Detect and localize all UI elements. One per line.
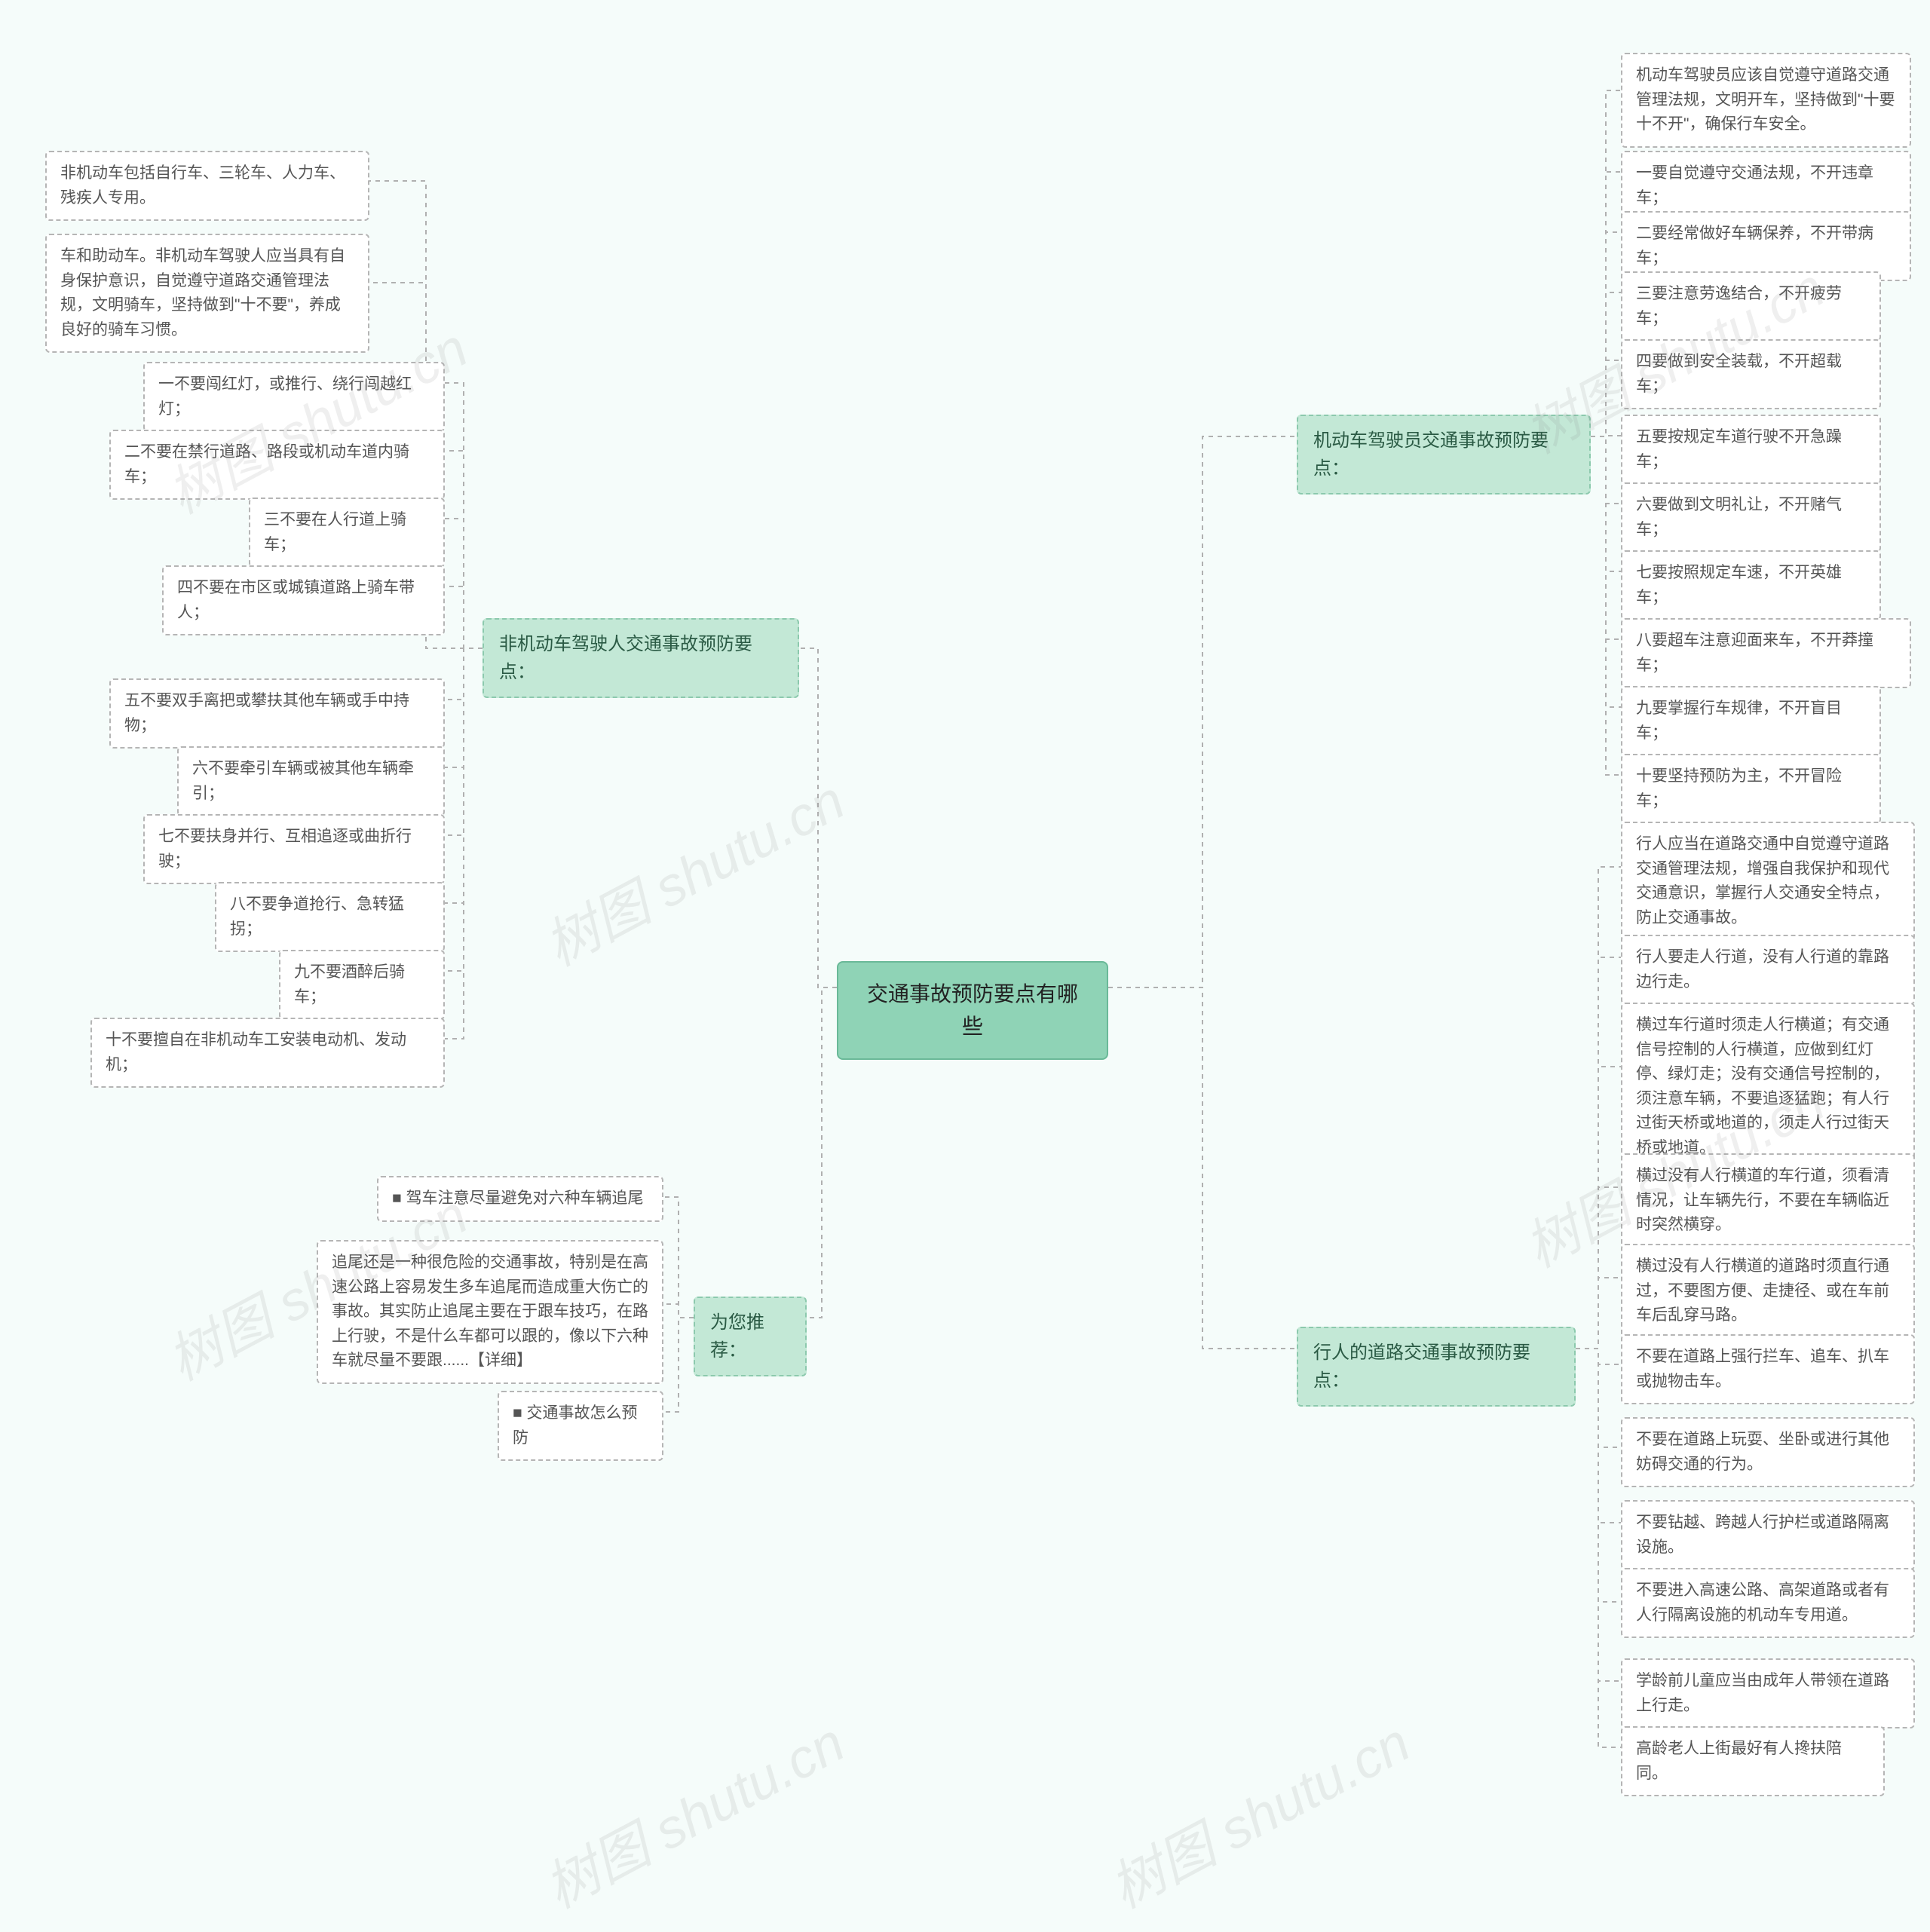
leaf-b2l9: 学龄前儿童应当由成年人带领在道路上行走。 — [1621, 1658, 1915, 1728]
leaf-b1l8: 八要超车注意迎面来车，不开莽撞车； — [1621, 618, 1911, 688]
leaf-b2l5: 不要在道路上强行拦车、追车、扒车或抛物击车。 — [1621, 1334, 1915, 1404]
leaf-b1l9: 九要掌握行车规律，不开盲目车； — [1621, 686, 1881, 756]
leaf-b3l5: 四不要在市区或城镇道路上骑车带人； — [162, 565, 445, 635]
leaf-b1l6: 六要做到文明礼让，不开赌气车； — [1621, 482, 1881, 553]
leaf-b2l2: 横过车行道时须走人行横道；有交通信号控制的人行横道，应做到红灯停、绿灯走；没有交… — [1621, 1003, 1915, 1171]
leaf-b2l1: 行人要走人行道，没有人行道的靠路边行走。 — [1621, 935, 1915, 1005]
leaf-b2l4: 横过没有人行横道的道路时须直行通过，不要图方便、走捷径、或在车前车后乱穿马路。 — [1621, 1244, 1915, 1339]
leaf-b1l5: 五要按规定车道行驶不开急躁车； — [1621, 415, 1881, 485]
leaf-b3l11: 十不要擅自在非机动车工安装电动机、发动机； — [90, 1018, 445, 1088]
watermark: 树图 shutu.cn — [528, 757, 856, 981]
leaf-b3l7: 六不要牵引车辆或被其他车辆牵引； — [177, 746, 445, 816]
root-node: 交通事故预防要点有哪些 — [837, 961, 1108, 1060]
leaf-b1l7: 七要按照规定车速，不开英雄车； — [1621, 550, 1881, 620]
leaf-b3l4: 三不要在人行道上骑车； — [249, 498, 445, 568]
watermark: 树图 shutu.cn — [1094, 1699, 1421, 1923]
mindmap-canvas: 交通事故预防要点有哪些 机动车驾驶员交通事故预防要点： 机动车驾驶员应该自觉遵守道路… — [0, 0, 1930, 1932]
leaf-b3l3: 二不要在禁行道路、路段或机动车道内骑车； — [109, 430, 445, 500]
leaf-b4l0: ■ 驾车注意尽量避免对六种车辆追尾 — [377, 1176, 663, 1222]
leaf-b2l8: 不要进入高速公路、高架道路或者有人行隔离设施的机动车专用道。 — [1621, 1568, 1915, 1638]
leaf-b3l2: 一不要闯红灯，或推行、绕行闯越红灯； — [143, 362, 445, 432]
leaf-b1l3: 三要注意劳逸结合，不开疲劳车； — [1621, 271, 1881, 341]
leaf-b2l6: 不要在道路上玩耍、坐卧或进行其他妨碍交通的行为。 — [1621, 1417, 1915, 1487]
leaf-b1l4: 四要做到安全装载，不开超载车； — [1621, 339, 1881, 409]
leaf-b1l0: 机动车驾驶员应该自觉遵守道路交通管理法规，文明开车，坚持做到"十要十不开"，确保… — [1621, 53, 1911, 148]
leaf-b1l10: 十要坚持预防为主，不开冒险车； — [1621, 754, 1881, 824]
leaf-b3l10: 九不要酒醉后骑车； — [279, 950, 445, 1020]
leaf-b3l9: 八不要争道抢行、急转猛拐； — [215, 882, 445, 952]
watermark: 树图 shutu.cn — [528, 1699, 856, 1923]
branch-b2: 行人的道路交通事故预防要点： — [1297, 1327, 1576, 1407]
branch-b1: 机动车驾驶员交通事故预防要点： — [1297, 415, 1591, 494]
leaf-b3l0: 非机动车包括自行车、三轮车、人力车、残疾人专用。 — [45, 151, 369, 221]
leaf-b3l8: 七不要扶身并行、互相追逐或曲折行驶； — [143, 814, 445, 884]
leaf-b4l2: ■ 交通事故怎么预防 — [498, 1391, 663, 1461]
leaf-b2l10: 高龄老人上街最好有人搀扶陪同。 — [1621, 1726, 1885, 1796]
leaf-b2l7: 不要钻越、跨越人行护栏或道路隔离设施。 — [1621, 1500, 1915, 1570]
leaf-b3l6: 五不要双手离把或攀扶其他车辆或手中持物； — [109, 678, 445, 749]
leaf-b3l1: 车和助动车。非机动车驾驶人应当具有自身保护意识，自觉遵守道路交通管理法规，文明骑… — [45, 234, 369, 353]
branch-b3: 非机动车驾驶人交通事故预防要点： — [482, 618, 799, 698]
leaf-b2l0: 行人应当在道路交通中自觉遵守道路交通管理法规，增强自我保护和现代交通意识，掌握行… — [1621, 822, 1915, 941]
leaf-b2l3: 横过没有人行横道的车行道，须看清情况，让车辆先行，不要在车辆临近时突然横穿。 — [1621, 1153, 1915, 1248]
branch-b4: 为您推荐： — [694, 1297, 807, 1376]
leaf-b4l1: 追尾还是一种很危险的交通事故，特别是在高速公路上容易发生多车追尾而造成重大伤亡的… — [317, 1240, 663, 1384]
